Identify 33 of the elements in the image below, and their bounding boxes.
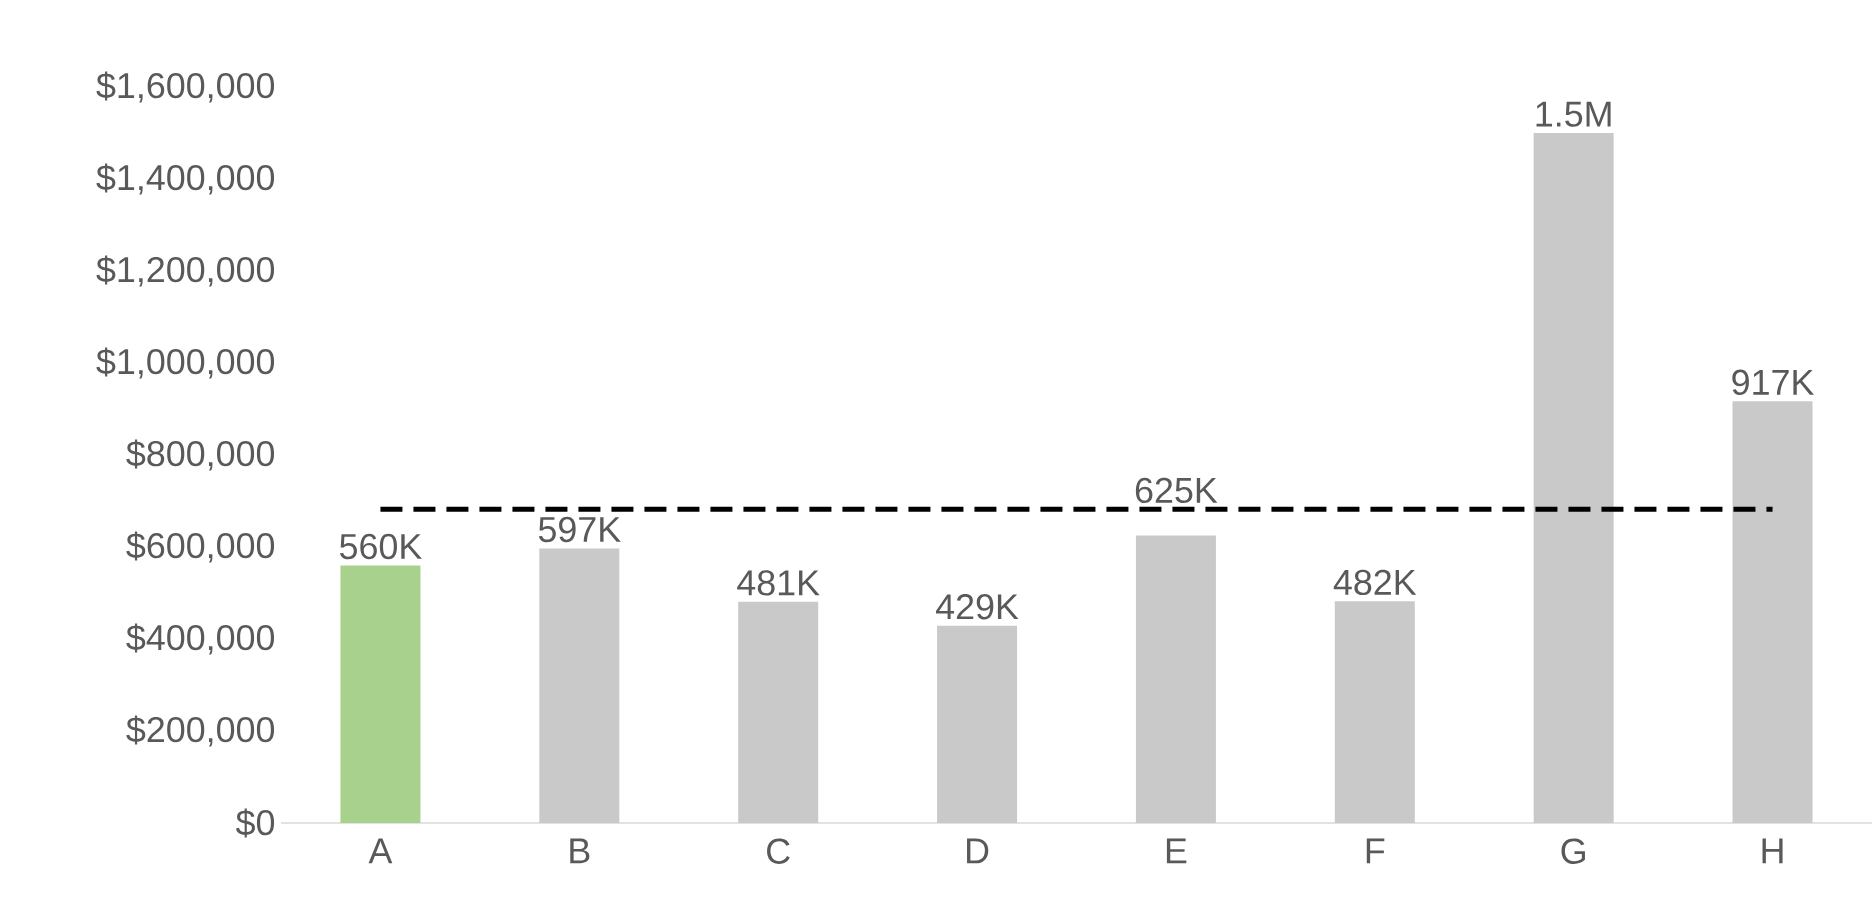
bar <box>539 548 620 823</box>
data-label: 560K <box>339 533 422 560</box>
bar <box>1135 535 1216 823</box>
y-tick-label: $800,000 <box>126 439 275 471</box>
data-label: 429K <box>936 594 1019 620</box>
data-label: 481K <box>737 570 820 596</box>
data-label: 1.5M <box>1536 101 1611 127</box>
x-tick-label: E <box>1166 838 1187 864</box>
x-tick-label: F <box>1366 838 1385 864</box>
x-tick-label: A <box>368 838 393 864</box>
y-tick-label: $200,000 <box>126 715 275 747</box>
x-tick-label: C <box>767 838 790 864</box>
bar <box>340 565 421 823</box>
x-tick-label: H <box>1762 838 1783 864</box>
y-tick-label: $1,000,000 <box>96 347 275 379</box>
data-label: 482K <box>1333 569 1417 596</box>
y-tick-label: $0 <box>235 808 275 838</box>
y-tick-label: $1,600,000 <box>96 71 275 103</box>
x-tick-label: B <box>570 838 590 864</box>
data-label: 625K <box>1135 477 1218 504</box>
y-tick-label: $1,400,000 <box>96 163 275 195</box>
data-label: 917K <box>1732 369 1814 395</box>
data-label: 597K <box>538 516 621 543</box>
bar <box>1533 132 1614 823</box>
y-tick-label: $400,000 <box>126 623 275 655</box>
y-tick-label: $600,000 <box>126 531 275 563</box>
bar <box>738 601 819 823</box>
y-tick-label: $1,200,000 <box>96 255 275 287</box>
x-tick-label: D <box>967 838 989 864</box>
bar <box>937 625 1018 823</box>
bar <box>1334 601 1415 823</box>
bar <box>1732 401 1813 823</box>
x-tick-label: G <box>1561 838 1585 864</box>
